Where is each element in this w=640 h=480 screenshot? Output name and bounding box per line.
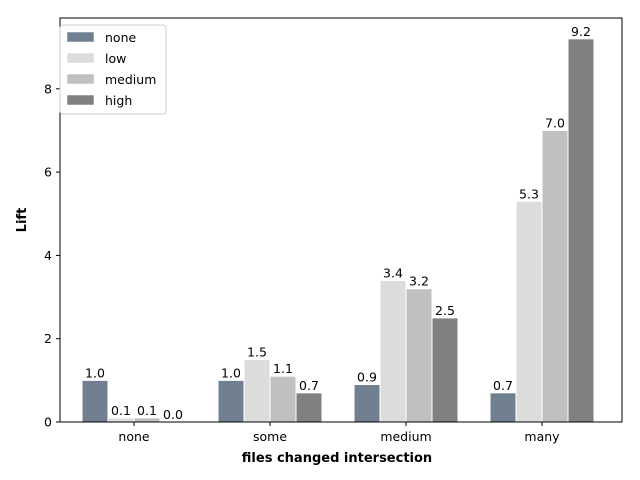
legend-swatch-low xyxy=(66,52,95,64)
legend-label-none: none xyxy=(105,30,136,45)
data-labels-layer: 1.0 0.1 0.1 0.0 1.0 1.5 1.1 0.7 0.9 3.4 3.2 2.5 0.7 5… xyxy=(85,24,591,422)
bar-many-high xyxy=(567,38,595,423)
legend-label-high: high xyxy=(105,93,132,108)
bars-layer xyxy=(81,38,595,423)
data-label-none-low: 0.1 xyxy=(111,403,131,418)
bar-many-low xyxy=(515,200,543,423)
data-label-some-none: 1.0 xyxy=(221,365,241,380)
legend-label-medium: medium xyxy=(105,72,156,87)
data-label-none-high: 0.0 xyxy=(163,407,183,422)
x-tick-label: some xyxy=(253,429,287,444)
bar-none-none xyxy=(81,379,109,423)
legend-swatch-none xyxy=(66,31,95,43)
plot-area-frame xyxy=(59,17,623,423)
y-axis-title: Lift xyxy=(15,208,30,233)
bar-medium-high xyxy=(431,317,459,423)
bar-some-none xyxy=(217,379,245,423)
data-label-many-high: 9.2 xyxy=(571,24,591,39)
legend-label-low: low xyxy=(105,51,126,66)
x-axis-title: files changed intersection xyxy=(242,451,432,466)
y-tick-label: 0 xyxy=(44,415,52,430)
data-label-many-low: 5.3 xyxy=(519,186,539,201)
data-label-some-low: 1.5 xyxy=(247,345,267,360)
bar-some-high xyxy=(295,392,323,423)
legend: none low medium high xyxy=(59,24,167,115)
data-label-some-high: 0.7 xyxy=(299,378,319,393)
bar-none-low xyxy=(107,417,135,423)
y-tick-label: 6 xyxy=(44,165,52,180)
y-axis: 0 2 4 6 8 xyxy=(44,81,60,430)
bar-some-medium xyxy=(269,375,297,423)
x-tick-label: medium xyxy=(380,429,431,444)
y-tick-label: 4 xyxy=(44,248,52,263)
data-label-many-medium: 7.0 xyxy=(545,115,565,130)
bar-some-low xyxy=(243,359,271,423)
data-label-many-none: 0.7 xyxy=(493,378,513,393)
bar-medium-medium xyxy=(405,288,433,423)
data-label-medium-high: 2.5 xyxy=(435,303,455,318)
data-label-none-medium: 0.1 xyxy=(137,403,157,418)
legend-swatch-medium xyxy=(66,73,95,85)
data-label-none-none: 1.0 xyxy=(85,365,105,380)
y-tick-label: 2 xyxy=(44,331,52,346)
x-tick-label: none xyxy=(118,429,149,444)
bar-many-none xyxy=(489,392,517,423)
data-label-medium-low: 3.4 xyxy=(383,265,403,280)
data-label-medium-medium: 3.2 xyxy=(409,274,429,289)
bar-none-medium xyxy=(133,417,161,423)
bar-many-medium xyxy=(541,129,569,423)
legend-swatch-high xyxy=(66,94,95,106)
y-tick-label: 8 xyxy=(44,81,52,96)
x-axis: none some medium many xyxy=(118,422,560,444)
legend-box xyxy=(59,24,167,115)
bar-medium-none xyxy=(353,384,381,423)
data-label-medium-none: 0.9 xyxy=(357,370,377,385)
data-label-some-medium: 1.1 xyxy=(273,361,293,376)
bar-medium-low xyxy=(379,279,407,423)
x-tick-label: many xyxy=(524,429,560,444)
